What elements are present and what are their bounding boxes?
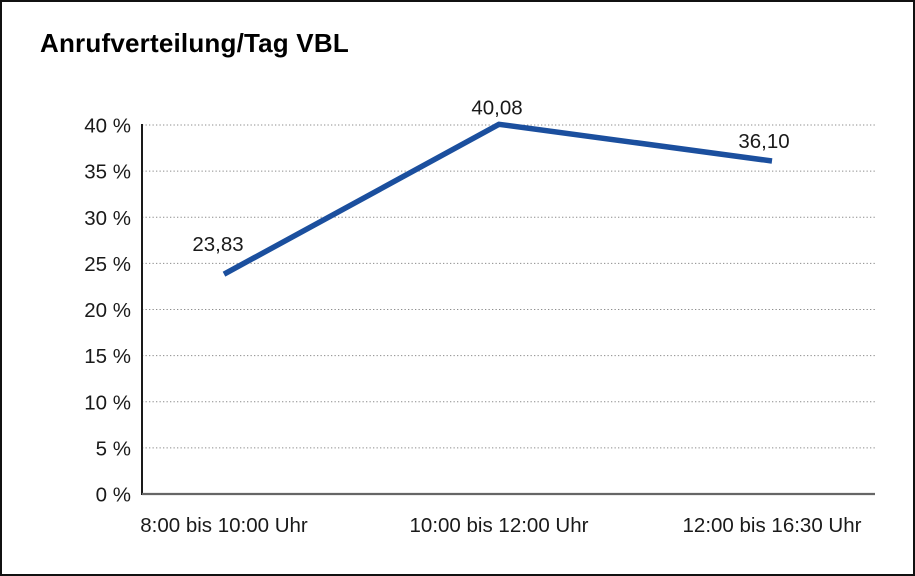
- y-tick-label: 5 %: [96, 437, 131, 460]
- y-tick-label: 10 %: [84, 391, 131, 414]
- y-tick-label: 35 %: [84, 161, 131, 184]
- y-tick-label: 20 %: [84, 299, 131, 322]
- x-category-label: 8:00 bis 10:00 Uhr: [140, 514, 308, 537]
- data-label: 40,08: [471, 96, 522, 119]
- chart-title: Anrufverteilung/Tag VBL: [40, 28, 349, 58]
- y-tick-label: 30 %: [84, 207, 131, 230]
- y-tick-label: 40 %: [84, 115, 131, 138]
- y-tick-label: 0 %: [96, 484, 131, 507]
- x-category-label: 10:00 bis 12:00 Uhr: [410, 514, 589, 537]
- data-label: 23,83: [192, 233, 243, 256]
- y-tick-label: 25 %: [84, 253, 131, 276]
- y-tick-label: 15 %: [84, 345, 131, 368]
- x-category-label: 12:00 bis 16:30 Uhr: [683, 514, 862, 537]
- series-line: [222, 121, 773, 277]
- data-label: 36,10: [738, 130, 789, 153]
